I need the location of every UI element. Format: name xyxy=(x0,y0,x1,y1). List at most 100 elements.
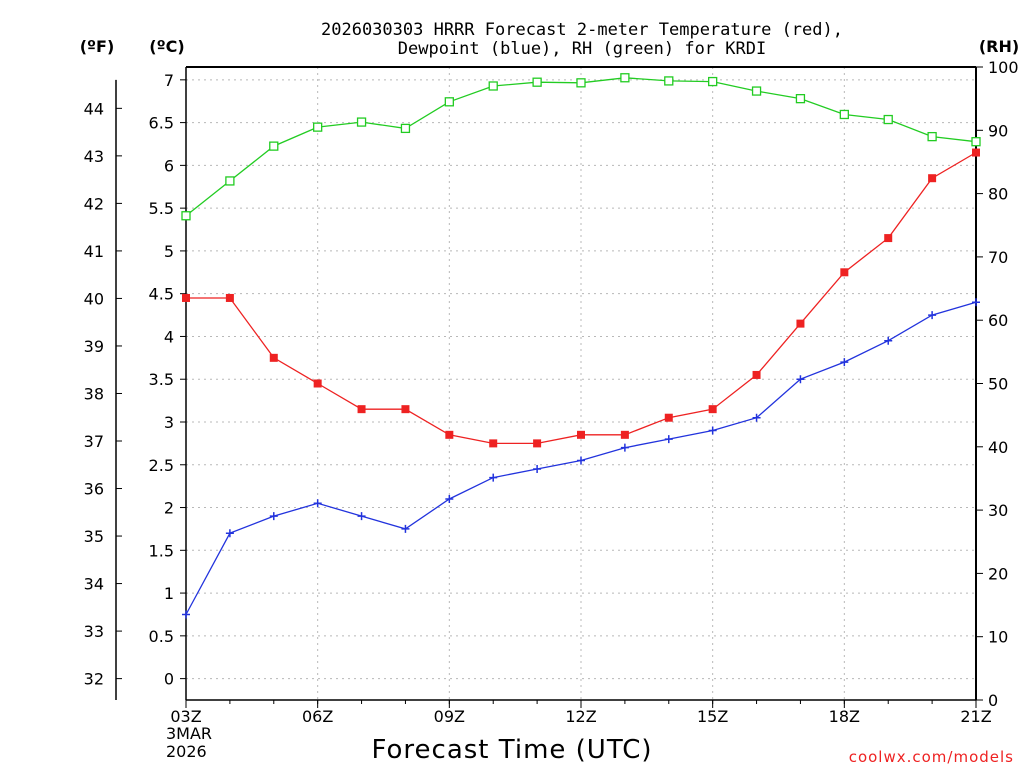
celsius-tick-label: 3 xyxy=(164,413,174,432)
start-date-month: 3MAR xyxy=(166,724,212,743)
temperature-point xyxy=(577,430,585,439)
fahrenheit-tick-label: 35 xyxy=(84,527,104,546)
rh-tick-label: 10 xyxy=(988,628,1008,647)
temperature-point xyxy=(269,353,278,362)
rh-point xyxy=(488,81,498,91)
axes xyxy=(115,66,983,708)
dewpoint-point xyxy=(884,336,893,345)
temperature-point xyxy=(445,430,454,439)
rh-tick-label: 60 xyxy=(988,311,1008,330)
chart-title-line2: Dewpoint (blue), RH (green) for KRDI xyxy=(398,39,766,59)
tick-labels: 0 0.5 1 1.5 2 2.5 3 3.5 4 4.5 5 5.5 6 6.5 7 32 33 34 35 36 3… xyxy=(84,58,1019,726)
rh-tick-label: 100 xyxy=(988,58,1019,77)
rh-tick-label: 20 xyxy=(988,564,1008,583)
dewpoint-point xyxy=(533,465,542,474)
temperature-point xyxy=(840,268,849,277)
dewpoint-point xyxy=(752,413,761,422)
rh-tick-label: 90 xyxy=(988,121,1008,140)
chart-title-line1: 2026030303 HRRR Forecast 2-meter Tempera… xyxy=(321,20,843,40)
dewpoint-point xyxy=(182,610,190,619)
rh-point xyxy=(795,94,806,104)
x-tick-label: 12Z xyxy=(565,707,596,726)
rh-point xyxy=(356,117,367,127)
temperature-point xyxy=(313,379,322,388)
dewpoint-point xyxy=(928,311,937,320)
temperature-point xyxy=(401,405,410,414)
x-tick-label: 03Z xyxy=(170,707,201,726)
series-layer xyxy=(181,73,981,619)
dewpoint-point xyxy=(489,473,498,482)
fahrenheit-tick-label: 33 xyxy=(84,622,104,641)
fahrenheit-tick-label: 40 xyxy=(84,289,104,308)
temperature-point xyxy=(928,174,937,183)
fahrenheit-tick-label: 44 xyxy=(84,99,104,118)
dewpoint-point xyxy=(357,512,366,521)
rh-tick-label: 50 xyxy=(988,375,1008,394)
celsius-unit-label: (ºC) xyxy=(149,37,184,56)
dewpoint-point xyxy=(620,443,629,452)
x-tick-label: 15Z xyxy=(697,707,728,726)
rh-tick-label: 80 xyxy=(988,185,1008,204)
rh-point xyxy=(576,78,586,88)
dewpoint-point xyxy=(313,499,322,508)
rh-point xyxy=(400,123,411,134)
rh-point xyxy=(225,176,235,186)
fahrenheit-tick-label: 39 xyxy=(84,337,104,356)
dewpoint-point xyxy=(972,298,980,307)
temperature-point xyxy=(708,405,717,414)
celsius-tick-label: 6 xyxy=(164,156,174,175)
dewpoint-point xyxy=(445,494,454,503)
temperature-point xyxy=(884,234,893,243)
celsius-tick-label: 2 xyxy=(164,499,174,518)
temperature-point xyxy=(533,439,542,448)
temperature-point xyxy=(357,405,366,414)
rh-point xyxy=(313,122,323,132)
temperature-point xyxy=(225,293,234,302)
dewpoint-point xyxy=(269,512,278,521)
celsius-tick-label: 0 xyxy=(164,670,174,689)
x-tick-label: 06Z xyxy=(302,707,333,726)
temperature-point xyxy=(796,319,805,328)
x-tick-label: 21Z xyxy=(960,707,991,726)
temperature-point xyxy=(182,293,190,302)
fahrenheit-unit-label: (ºF) xyxy=(80,37,115,56)
dewpoint-point xyxy=(401,524,410,533)
credit-link[interactable]: coolwx.com/models xyxy=(849,748,1014,766)
rh-point xyxy=(269,141,279,151)
rh-point xyxy=(620,73,630,83)
fahrenheit-tick-label: 42 xyxy=(84,194,104,213)
celsius-tick-label: 1.5 xyxy=(149,541,174,560)
celsius-tick-label: 0.5 xyxy=(149,627,174,646)
rh-unit-label: (RH) xyxy=(979,37,1019,56)
x-axis-label: Forecast Time (UTC) xyxy=(371,735,652,765)
temperature-point xyxy=(489,439,498,448)
celsius-tick-label: 4 xyxy=(164,327,174,346)
x-tick-label: 09Z xyxy=(434,707,465,726)
fahrenheit-tick-label: 41 xyxy=(84,242,104,261)
fahrenheit-tick-label: 37 xyxy=(84,432,104,451)
rh-tick-label: 0 xyxy=(988,691,998,710)
temperature-point xyxy=(620,430,629,439)
dewpoint-point xyxy=(840,358,849,367)
fahrenheit-tick-label: 36 xyxy=(84,480,104,499)
dewpoint-point xyxy=(225,529,234,538)
fahrenheit-tick-label: 32 xyxy=(84,670,104,689)
temperature-point xyxy=(752,370,761,379)
rh-point xyxy=(927,131,937,142)
rh-tick-label: 30 xyxy=(988,501,1008,520)
rh-tick-label: 70 xyxy=(988,248,1008,267)
temperature-point xyxy=(664,413,673,422)
rh-point xyxy=(181,211,191,221)
celsius-tick-label: 7 xyxy=(164,71,174,90)
start-date-year: 2026 xyxy=(166,742,207,761)
celsius-tick-label: 3.5 xyxy=(149,370,174,389)
celsius-tick-label: 6.5 xyxy=(149,114,174,133)
celsius-tick-label: 1 xyxy=(164,584,174,603)
rh-tick-label: 40 xyxy=(988,438,1008,457)
rh-point xyxy=(751,86,762,96)
fahrenheit-tick-label: 38 xyxy=(84,384,104,403)
fahrenheit-tick-label: 43 xyxy=(84,147,104,166)
dewpoint-point xyxy=(577,456,585,465)
rh-point xyxy=(708,76,718,87)
